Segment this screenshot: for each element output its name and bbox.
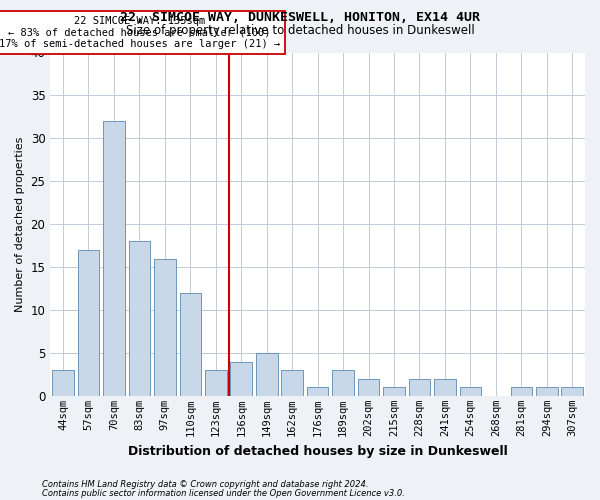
Text: Size of property relative to detached houses in Dunkeswell: Size of property relative to detached ho… [125, 24, 475, 37]
Bar [562, 388, 583, 396]
Bar [103, 121, 125, 396]
X-axis label: Distribution of detached houses by size in Dunkeswell: Distribution of detached houses by size … [128, 444, 508, 458]
Bar [52, 370, 74, 396]
Bar [409, 378, 430, 396]
Bar [511, 388, 532, 396]
Bar [307, 388, 328, 396]
Bar [128, 242, 150, 396]
Bar [77, 250, 100, 396]
Bar [179, 293, 201, 396]
Bar [460, 388, 481, 396]
Text: Contains public sector information licensed under the Open Government Licence v3: Contains public sector information licen… [42, 488, 405, 498]
Text: Contains HM Land Registry data © Crown copyright and database right 2024.: Contains HM Land Registry data © Crown c… [42, 480, 368, 489]
Text: 22 SIMCOE WAY: 135sqm
← 83% of detached houses are smaller (100)
17% of semi-det: 22 SIMCOE WAY: 135sqm ← 83% of detached … [0, 16, 280, 49]
Y-axis label: Number of detached properties: Number of detached properties [15, 136, 25, 312]
Bar [256, 353, 278, 396]
Bar [536, 388, 557, 396]
Bar [230, 362, 252, 396]
Text: 22, SIMCOE WAY, DUNKESWELL, HONITON, EX14 4UR: 22, SIMCOE WAY, DUNKESWELL, HONITON, EX1… [120, 11, 480, 24]
Bar [332, 370, 354, 396]
Bar [281, 370, 303, 396]
Bar [434, 378, 456, 396]
Bar [383, 388, 405, 396]
Bar [358, 378, 379, 396]
Bar [205, 370, 227, 396]
Bar [154, 258, 176, 396]
